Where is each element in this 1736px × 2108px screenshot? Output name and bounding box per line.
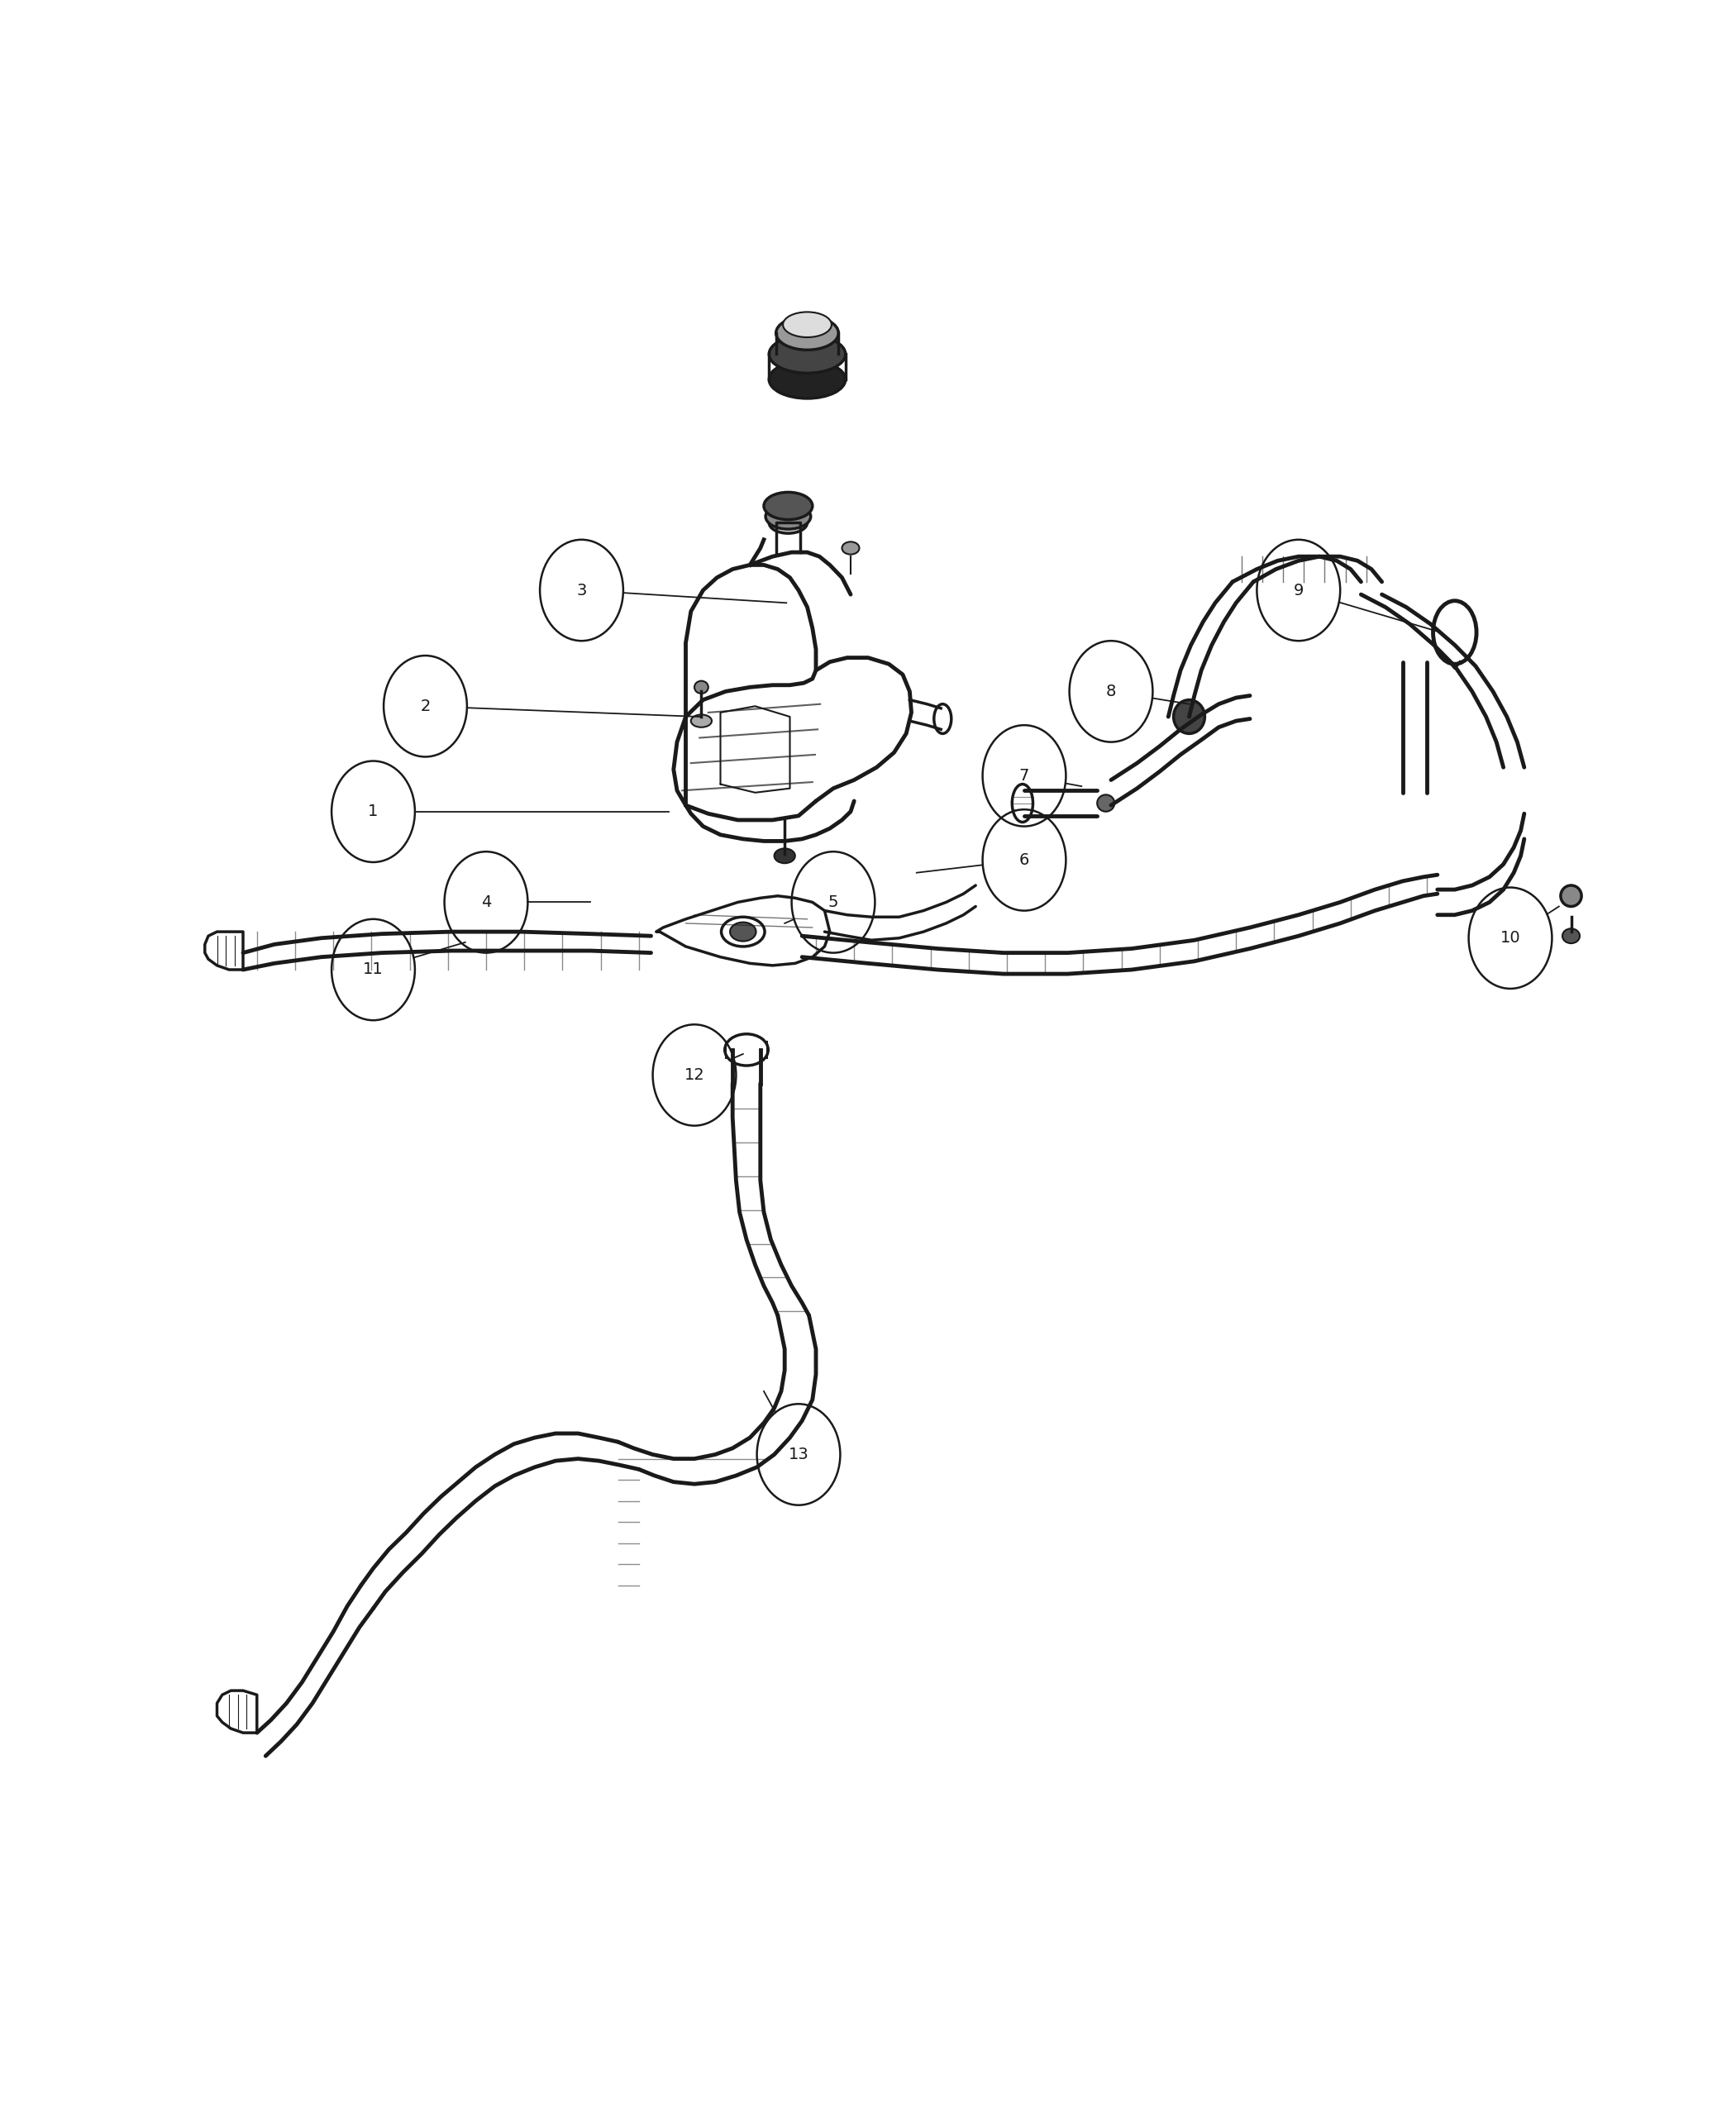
Ellipse shape <box>1097 795 1115 812</box>
Text: 9: 9 <box>1293 582 1304 599</box>
Ellipse shape <box>774 850 795 864</box>
Text: 1: 1 <box>368 803 378 820</box>
Ellipse shape <box>766 504 811 529</box>
Text: 7: 7 <box>1019 767 1029 784</box>
Text: 11: 11 <box>363 961 384 978</box>
Text: 3: 3 <box>576 582 587 599</box>
Ellipse shape <box>764 493 812 521</box>
Text: 5: 5 <box>828 894 838 911</box>
Text: 4: 4 <box>481 894 491 911</box>
Text: 6: 6 <box>1019 852 1029 868</box>
Ellipse shape <box>769 360 845 398</box>
Ellipse shape <box>783 312 832 337</box>
Ellipse shape <box>694 681 708 694</box>
Ellipse shape <box>1174 700 1205 734</box>
Ellipse shape <box>1562 928 1580 942</box>
Ellipse shape <box>729 923 757 940</box>
Text: 10: 10 <box>1500 930 1521 946</box>
Ellipse shape <box>1561 885 1581 906</box>
Ellipse shape <box>691 715 712 727</box>
Text: 8: 8 <box>1106 683 1116 700</box>
Ellipse shape <box>769 335 845 373</box>
Ellipse shape <box>776 316 838 350</box>
Text: 12: 12 <box>684 1067 705 1084</box>
Text: 2: 2 <box>420 698 431 715</box>
Ellipse shape <box>769 512 807 533</box>
Ellipse shape <box>842 542 859 554</box>
Text: 13: 13 <box>788 1446 809 1463</box>
